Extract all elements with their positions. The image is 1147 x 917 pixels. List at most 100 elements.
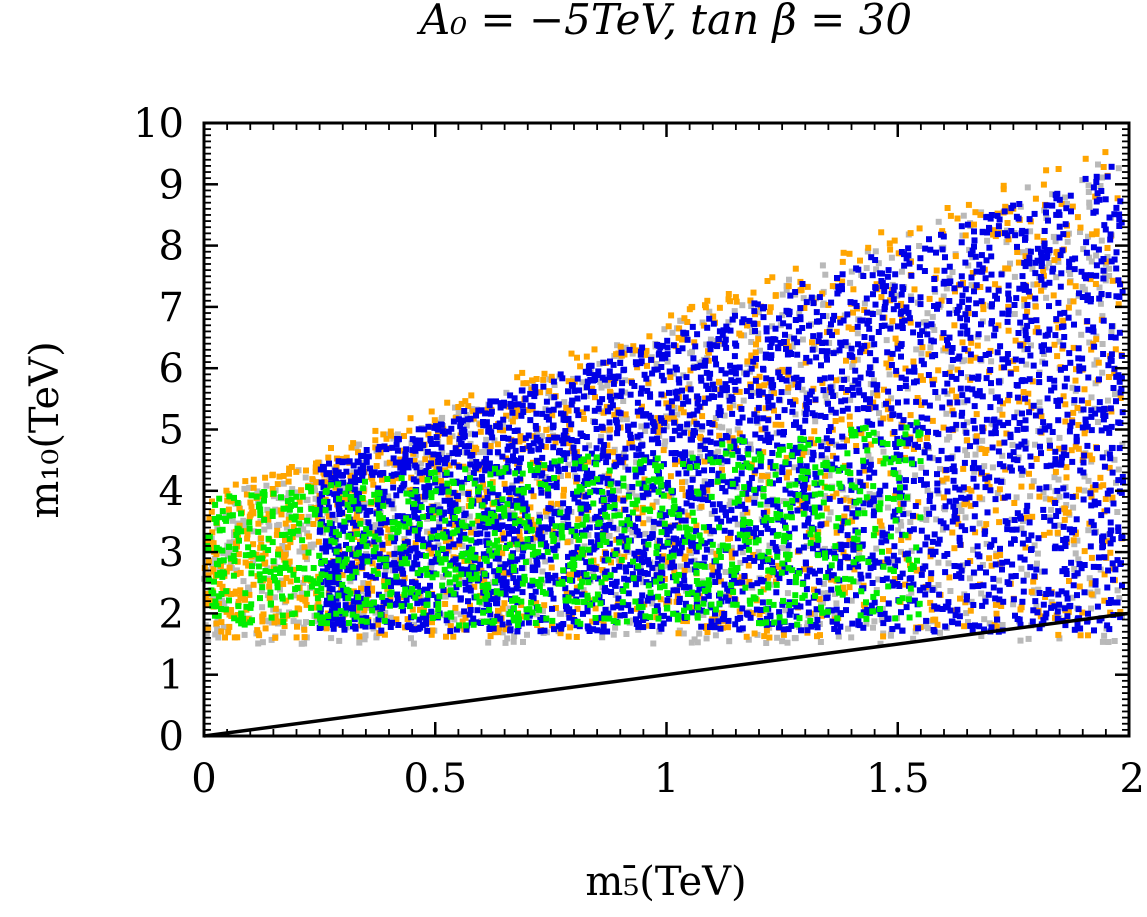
data-point	[1032, 598, 1039, 605]
data-point	[890, 296, 897, 303]
data-point	[329, 511, 336, 518]
data-point	[670, 415, 677, 422]
data-point	[1084, 318, 1091, 325]
data-point	[982, 275, 989, 282]
data-point	[995, 322, 1002, 329]
data-point	[1074, 570, 1081, 577]
data-point	[915, 321, 922, 328]
data-point	[597, 378, 604, 385]
data-point	[281, 615, 288, 622]
data-point	[1062, 364, 1068, 371]
data-point	[1077, 224, 1084, 231]
data-point	[1093, 228, 1100, 235]
data-point	[1012, 232, 1019, 239]
data-point	[372, 609, 379, 616]
data-point	[489, 588, 496, 595]
data-point	[951, 322, 958, 329]
data-point	[326, 470, 332, 477]
data-point	[350, 469, 357, 476]
data-point	[581, 393, 587, 400]
data-point	[861, 467, 868, 474]
data-point	[803, 405, 810, 412]
data-point	[273, 531, 280, 538]
data-point	[458, 400, 465, 407]
data-point	[1018, 525, 1025, 532]
data-point	[931, 303, 937, 309]
data-point	[707, 336, 714, 343]
data-point	[365, 519, 372, 526]
data-point	[621, 366, 628, 373]
data-point	[1085, 374, 1092, 381]
data-point	[1020, 341, 1027, 348]
data-point	[822, 414, 829, 420]
data-point	[1046, 279, 1053, 286]
data-point	[341, 590, 348, 596]
data-point	[443, 633, 449, 640]
data-point	[1107, 609, 1114, 616]
data-point	[1116, 445, 1123, 452]
data-point	[730, 402, 737, 409]
data-point	[748, 303, 755, 309]
data-point	[736, 388, 743, 395]
data-point	[494, 499, 501, 506]
data-point	[1060, 317, 1067, 324]
data-point	[739, 302, 746, 309]
data-point	[284, 544, 291, 551]
data-point	[1077, 632, 1084, 639]
data-point	[877, 420, 884, 427]
data-point	[495, 629, 502, 635]
data-point	[991, 332, 998, 339]
data-point	[595, 368, 602, 375]
data-point	[294, 623, 300, 630]
data-point	[599, 424, 606, 431]
data-point	[278, 577, 285, 584]
data-point	[1034, 560, 1040, 567]
data-point	[1114, 509, 1121, 515]
data-point	[992, 601, 999, 608]
data-point	[254, 488, 261, 495]
data-point	[828, 389, 835, 396]
data-point	[1067, 298, 1074, 305]
data-point	[350, 588, 357, 595]
data-point	[703, 635, 710, 642]
data-point	[849, 325, 856, 332]
data-point	[668, 312, 675, 319]
data-point	[224, 497, 231, 504]
data-point	[755, 383, 762, 390]
data-point	[1034, 609, 1041, 616]
data-point	[430, 503, 437, 510]
data-point	[1066, 263, 1073, 270]
data-point	[764, 473, 771, 480]
data-point	[933, 249, 939, 256]
data-point	[311, 482, 318, 489]
data-point	[971, 228, 977, 235]
data-point	[918, 527, 925, 534]
data-point	[390, 455, 397, 462]
data-point	[603, 403, 610, 410]
data-point	[470, 408, 477, 415]
data-point	[1114, 587, 1121, 594]
data-point	[401, 480, 408, 487]
data-point	[246, 513, 253, 520]
data-point	[1118, 385, 1125, 392]
data-point	[271, 594, 278, 601]
data-point	[372, 427, 379, 434]
data-point	[527, 402, 534, 409]
data-point	[877, 458, 884, 465]
data-point	[1032, 441, 1038, 448]
data-point	[686, 584, 693, 591]
data-point	[695, 470, 702, 477]
data-point	[956, 502, 963, 509]
data-point	[680, 400, 687, 407]
data-point	[817, 639, 824, 645]
data-point	[679, 336, 685, 343]
data-point	[622, 411, 629, 418]
data-point	[716, 432, 723, 439]
data-point	[704, 487, 711, 494]
data-point	[745, 496, 752, 503]
data-point	[885, 559, 892, 566]
data-point	[954, 307, 961, 313]
data-point	[1102, 149, 1109, 156]
data-point	[427, 582, 433, 589]
data-point	[510, 526, 516, 533]
